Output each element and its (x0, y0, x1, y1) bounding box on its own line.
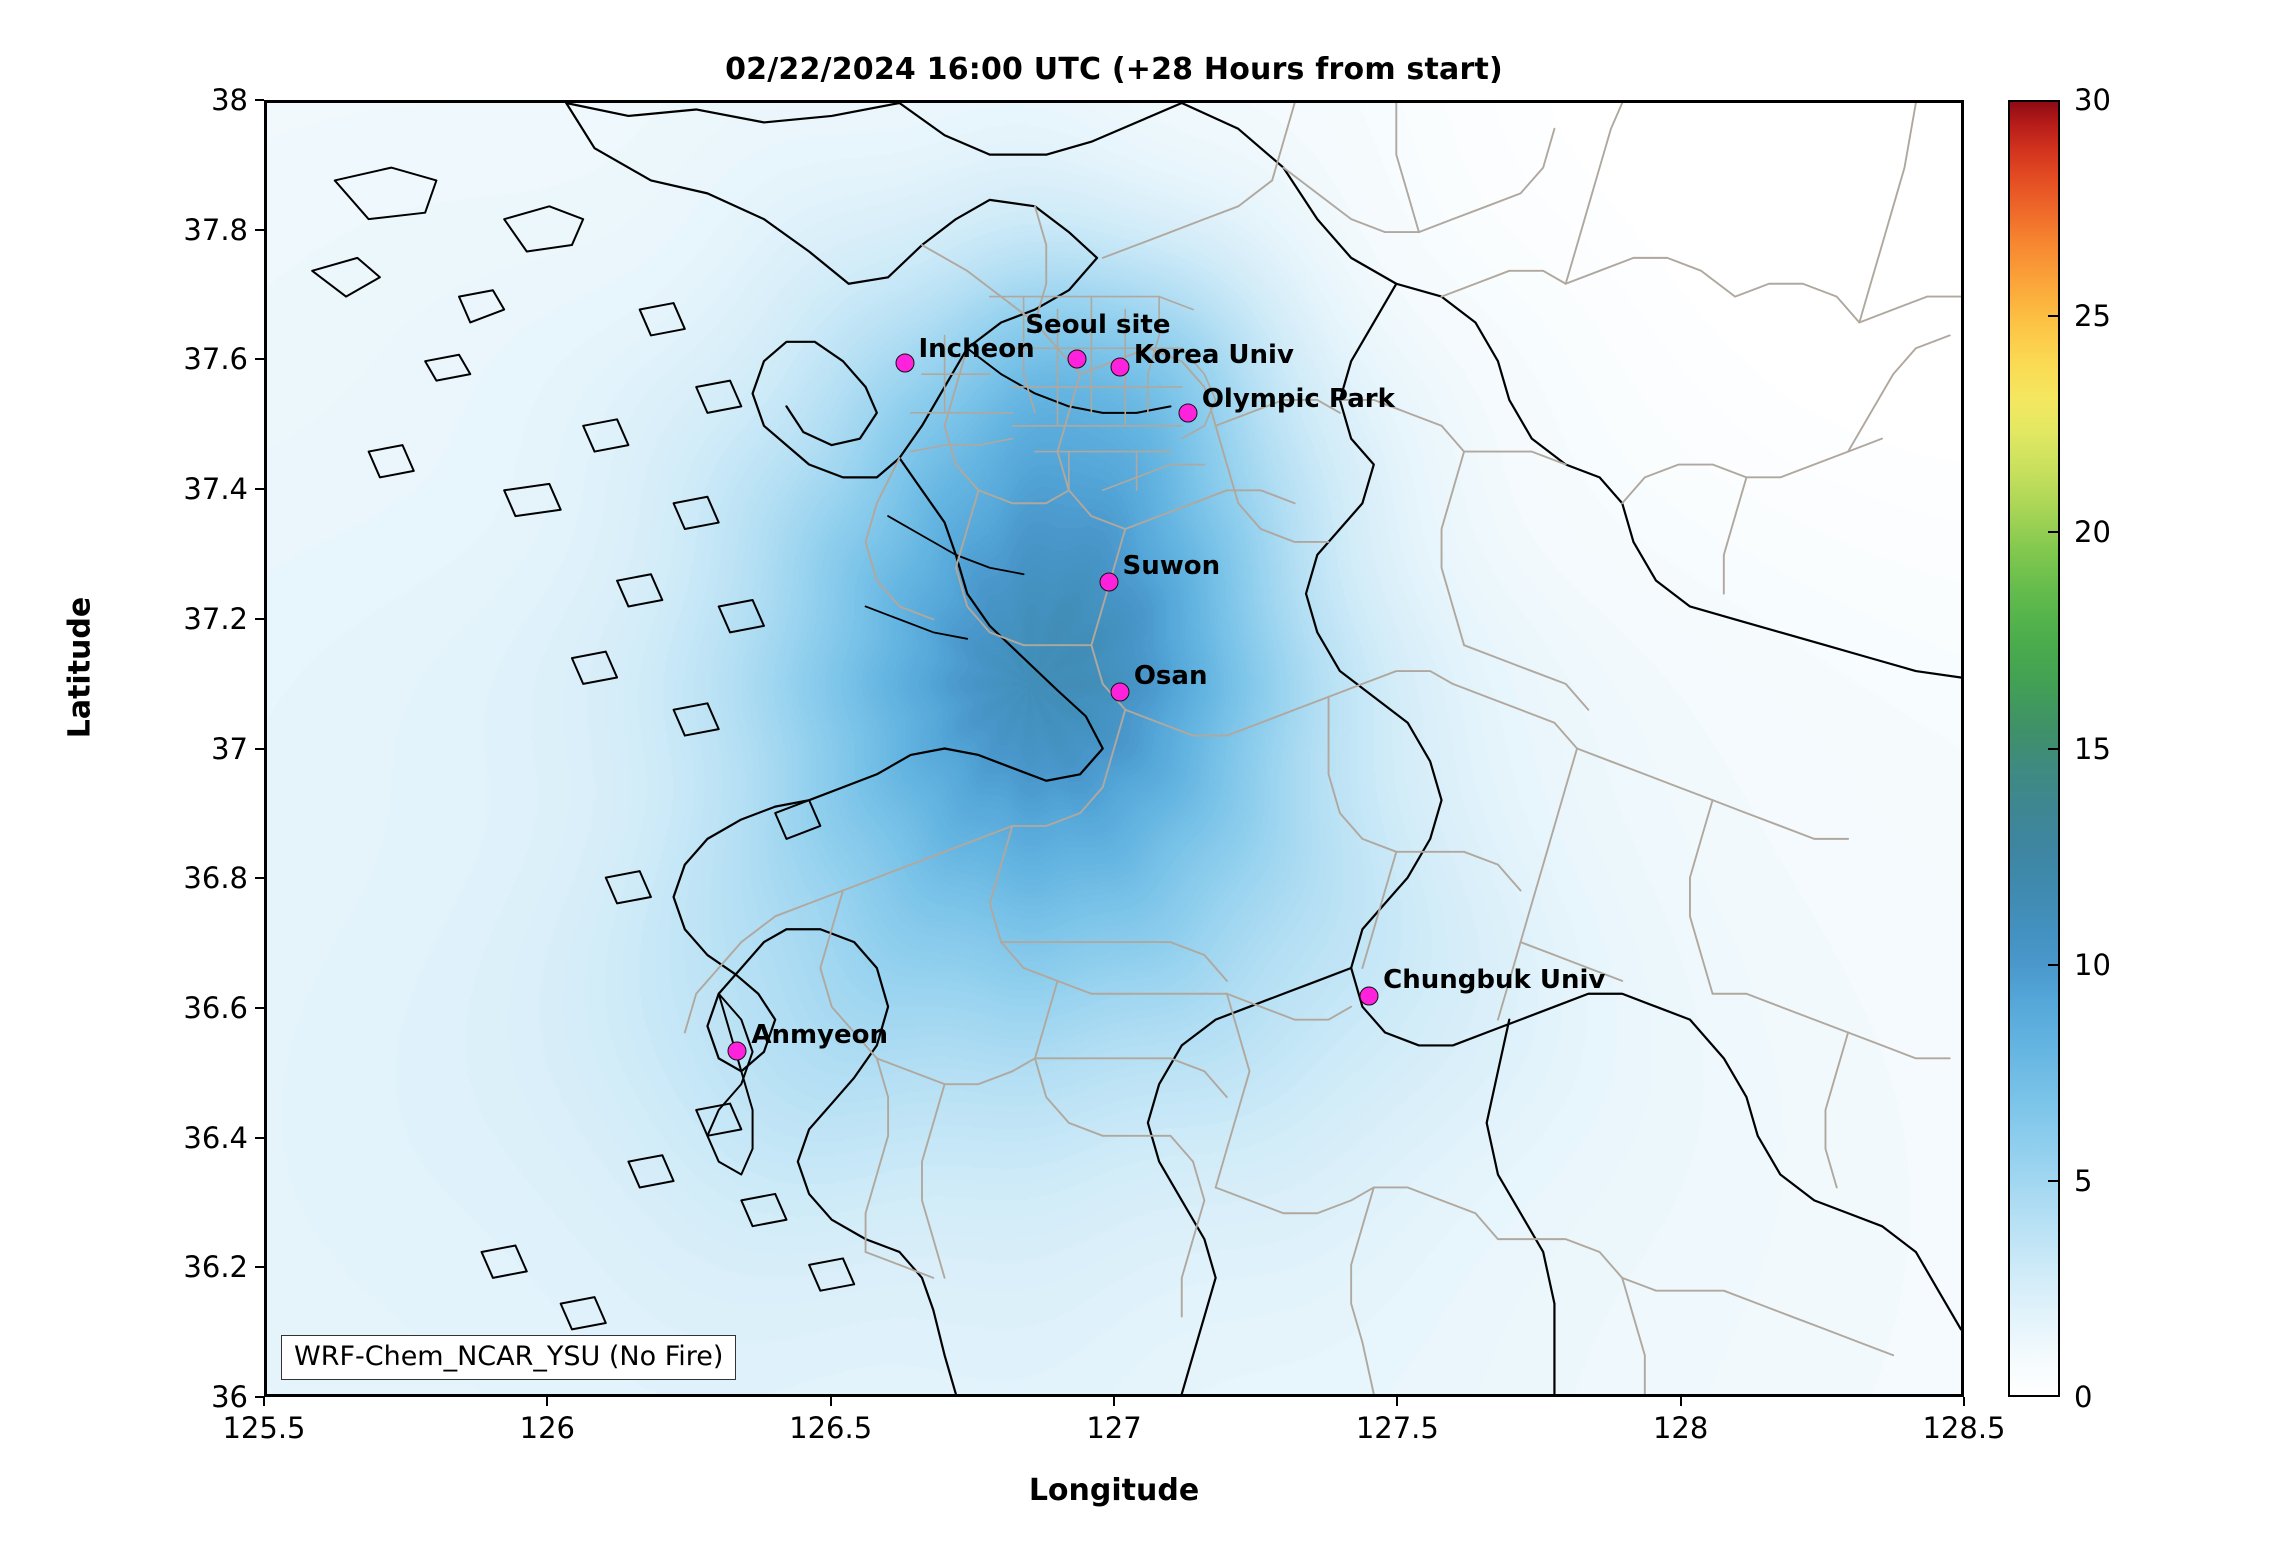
model-annotation-box: WRF-Chem_NCAR_YSU (No Fire) (281, 1335, 737, 1380)
colorbar-tick-mark (2048, 1179, 2060, 1182)
station-marker-osan[interactable] (1110, 682, 1130, 701)
x-tick-label: 128 (1652, 1411, 1709, 1445)
y-tick-label: 36.6 (183, 990, 248, 1025)
x-tick-mark (546, 1397, 549, 1406)
model-annotation-text: WRF-Chem_NCAR_YSU (No Fire) (294, 1341, 724, 1372)
x-tick-label: 128.5 (1922, 1411, 2006, 1445)
y-tick-mark (255, 488, 264, 491)
page-title: 02/22/2024 16:00 UTC (+28 Hours from sta… (725, 52, 1503, 87)
station-label-incheon: Incheon (918, 333, 1035, 364)
y-tick-label: 37.8 (183, 212, 248, 247)
station-label-suwon: Suwon (1122, 550, 1221, 581)
map-boundaries (267, 103, 1961, 1394)
station-marker-korea-univ[interactable] (1110, 357, 1130, 377)
y-tick-label: 36.8 (183, 861, 248, 896)
colorbar-tick-label: 25 (2074, 299, 2111, 334)
colorbar-tick-label: 0 (2074, 1380, 2093, 1414)
x-tick-mark (1679, 1397, 1682, 1406)
x-tick-label: 126.5 (789, 1411, 873, 1445)
x-axis-label: Longitude (1028, 1473, 1200, 1508)
y-tick-mark (255, 1266, 264, 1269)
station-label-olympic-park: Olympic Park (1201, 384, 1395, 415)
y-tick-mark (255, 877, 264, 880)
station-label-chungbuk-univ: Chungbuk Univ (1383, 965, 1606, 996)
y-tick-mark (255, 1396, 264, 1398)
colorbar-tick-label: 5 (2074, 1163, 2093, 1198)
colorbar-tick-mark (2048, 747, 2060, 750)
y-tick-label: 38 (211, 83, 248, 117)
x-tick-label: 125.5 (222, 1411, 306, 1445)
y-tick-label: 37 (211, 731, 248, 766)
colorbar-tick-label: 20 (2074, 515, 2111, 550)
station-marker-olympic-park[interactable] (1178, 403, 1198, 423)
station-label-seoul-site: Seoul site (1025, 310, 1171, 341)
colorbar-tick-mark (2048, 963, 2060, 966)
station-marker-anmyeon[interactable] (727, 1041, 747, 1061)
y-tick-mark (255, 1006, 264, 1009)
y-tick-label: 36.2 (183, 1250, 248, 1285)
y-tick-mark (255, 99, 264, 101)
map-plot-area: Seoul site Incheon Korea Univ Olympic Park S… (264, 100, 1964, 1397)
station-marker-incheon[interactable] (895, 353, 914, 373)
y-tick-mark (255, 617, 264, 620)
colorbar-tick-label: 30 (2074, 83, 2111, 117)
y-tick-mark (255, 358, 264, 361)
y-tick-label: 37.4 (183, 472, 248, 507)
y-tick-label: 37.2 (183, 601, 248, 636)
x-tick-mark (263, 1397, 265, 1406)
station-marker-chungbuk-univ[interactable] (1359, 986, 1379, 1006)
station-label-korea-univ: Korea Univ (1133, 339, 1294, 370)
x-tick-mark (1113, 1397, 1115, 1406)
colorbar-tick-mark (2048, 315, 2060, 318)
x-tick-label: 127 (1086, 1411, 1142, 1445)
x-tick-mark (829, 1397, 832, 1406)
station-label-osan: Osan (1133, 660, 1208, 691)
colorbar-tick-label: 15 (2074, 731, 2111, 766)
station-marker-suwon[interactable] (1099, 572, 1118, 592)
y-tick-label: 37.6 (183, 342, 248, 377)
station-label-anmyeon: Anmyeon (751, 1019, 889, 1050)
y-tick-mark (255, 228, 264, 231)
x-tick-label: 126 (519, 1411, 576, 1445)
y-tick-mark (255, 1136, 264, 1139)
colorbar-tick-label: 10 (2074, 947, 2111, 982)
station-marker-seoul-site[interactable] (1067, 349, 1087, 369)
y-axis-label: Latitude (62, 596, 98, 739)
y-tick-label: 36 (211, 1380, 248, 1414)
y-tick-label: 36.4 (183, 1120, 248, 1155)
x-tick-mark (1396, 1397, 1399, 1406)
colorbar-tick-mark (2048, 531, 2060, 534)
y-tick-mark (255, 747, 264, 750)
x-tick-label: 127.5 (1355, 1411, 1439, 1445)
x-tick-mark (1963, 1397, 1965, 1406)
